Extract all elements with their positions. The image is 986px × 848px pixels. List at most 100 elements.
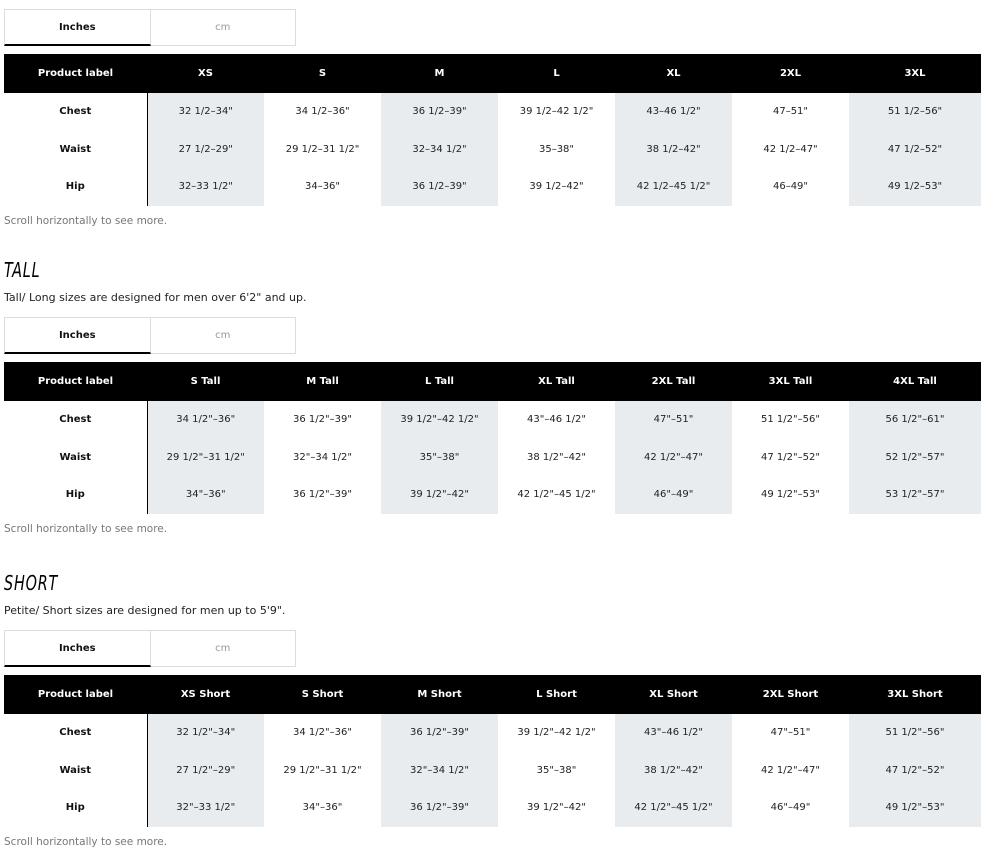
- measurement-cell: 43"–46 1/2": [527, 414, 586, 426]
- row-label: Waist: [4, 751, 148, 789]
- measurement-cell: 36 1/2"–39": [293, 489, 352, 501]
- header-size: 2XL: [732, 54, 849, 93]
- measurement-cell: 38 1/2–42": [615, 130, 732, 168]
- section-description: Tall/ Long sizes are designed for men ov…: [4, 291, 307, 304]
- measurement-cell: 56 1/2"–61": [849, 401, 981, 439]
- tab-cm[interactable]: cm: [150, 630, 296, 667]
- table-row: Hip 32–33 1/2" 34–36" 36 1/2–39" 39 1/2–42" 4…: [4, 168, 981, 206]
- table-row: Waist 27 1/2–29" 29 1/2–31 1/2" 32–34 1/2" 3…: [4, 130, 981, 168]
- header-size: XL Short: [615, 675, 732, 714]
- header-row: Product label XS S M L XL 2XL 3XL: [4, 54, 981, 93]
- measurement-cell: 38 1/2"–42": [615, 751, 732, 789]
- row-label: Waist: [4, 438, 148, 476]
- header-size: XL: [615, 54, 732, 93]
- row-label: Hip: [4, 168, 148, 206]
- measurement-cell: 46–49": [772, 181, 809, 193]
- scroll-note: Scroll horizontally to see more.: [4, 214, 168, 227]
- header-size: 2XL Short: [732, 675, 849, 714]
- table-row: Chest 34 1/2"–36" 36 1/2"–39" 39 1/2"–42 1/…: [4, 401, 981, 439]
- header-size: XS Short: [147, 675, 264, 714]
- measurement-cell: 36 1/2"–39": [381, 714, 498, 752]
- measurement-cell: 47"–51": [615, 401, 732, 439]
- measurement-cell: 32 1/2–34": [147, 93, 264, 131]
- measurement-cell: 49 1/2–53": [849, 168, 981, 206]
- measurement-cell: 36 1/2–39": [381, 93, 498, 131]
- measurement-cell: 47 1/2"–52": [849, 751, 981, 789]
- measurement-cell: 32 1/2"–34": [147, 714, 264, 752]
- measurement-cell: 39 1/2"–42 1/2": [381, 401, 498, 439]
- measurement-cell: 34–36": [304, 181, 341, 193]
- tab-inches[interactable]: Inches: [4, 9, 151, 46]
- header-row: Product label XS Short S Short M Short L Sho…: [4, 675, 981, 714]
- size-table: Product label S Tall M Tall L Tall XL Tall 2X…: [4, 362, 981, 514]
- header-size: L: [498, 54, 615, 93]
- measurement-cell: 35–38": [538, 143, 575, 155]
- tab-cm[interactable]: cm: [150, 317, 296, 354]
- measurement-cell: 42 1/2–45 1/2": [615, 168, 732, 206]
- tab-cm[interactable]: cm: [150, 9, 296, 46]
- measurement-cell: 52 1/2"–57": [849, 438, 981, 476]
- header-size: M Tall: [264, 362, 381, 401]
- scroll-note: Scroll horizontally to see more.: [4, 835, 168, 848]
- measurement-cell: 47 1/2"–52": [761, 451, 820, 463]
- measurement-cell: 35"–38": [381, 438, 498, 476]
- measurement-cell: 46"–49": [615, 476, 732, 514]
- measurement-cell: 32"–34 1/2": [381, 751, 498, 789]
- header-size: M: [381, 54, 498, 93]
- measurement-cell: 39 1/2–42 1/2": [519, 106, 594, 118]
- measurement-cell: 29 1/2"–31 1/2": [147, 438, 264, 476]
- row-label: Chest: [4, 401, 148, 439]
- measurement-cell: 38 1/2"–42": [527, 451, 586, 463]
- measurement-cell: 32–34 1/2": [381, 130, 498, 168]
- header-product-label: Product label: [4, 675, 147, 714]
- header-size: XL Tall: [498, 362, 615, 401]
- unit-tabs: Inches cm: [4, 317, 296, 354]
- header-size: S Tall: [147, 362, 264, 401]
- measurement-cell: 49 1/2"–53": [761, 489, 820, 501]
- measurement-cell: 49 1/2"–53": [849, 789, 981, 827]
- row-label: Chest: [4, 93, 148, 131]
- measurement-cell: 39 1/2"–42": [527, 802, 586, 814]
- measurement-cell: 42 1/2"–45 1/2": [517, 489, 596, 501]
- table-row: Chest 32 1/2"–34" 34 1/2"–36" 36 1/2"–39" 39…: [4, 714, 981, 752]
- header-size: L Tall: [381, 362, 498, 401]
- section-title: TALL: [4, 258, 41, 282]
- measurement-cell: 36 1/2"–39": [293, 414, 352, 426]
- measurement-cell: 42 1/2–47": [763, 143, 818, 155]
- measurement-cell: 42 1/2"–47": [761, 764, 820, 776]
- table-row: Waist 27 1/2"–29" 29 1/2"–31 1/2" 32"–34 1/…: [4, 751, 981, 789]
- measurement-cell: 51 1/2–56": [849, 93, 981, 131]
- measurement-cell: 32"–34 1/2": [293, 451, 352, 463]
- header-product-label: Product label: [4, 54, 147, 93]
- unit-tabs: Inches cm: [4, 630, 296, 667]
- measurement-cell: 47"–51": [770, 727, 811, 739]
- tab-inches[interactable]: Inches: [4, 317, 151, 354]
- size-table: Product label XS S M L XL 2XL 3XL Chest 32 1/2–34…: [4, 54, 981, 206]
- tab-inches[interactable]: Inches: [4, 630, 151, 667]
- row-label: Hip: [4, 476, 148, 514]
- measurement-cell: 35"–38": [536, 764, 577, 776]
- measurement-cell: 34"–36": [302, 802, 343, 814]
- measurement-cell: 47–51": [772, 106, 809, 118]
- size-table: Product label XS Short S Short M Short L Sho…: [4, 675, 981, 827]
- header-size: M Short: [381, 675, 498, 714]
- measurement-cell: 29 1/2–31 1/2": [285, 143, 360, 155]
- header-row: Product label S Tall M Tall L Tall XL Tall 2X…: [4, 362, 981, 401]
- scroll-note: Scroll horizontally to see more.: [4, 522, 168, 535]
- measurement-cell: 46"–49": [770, 802, 811, 814]
- section-description: Petite/ Short sizes are designed for men…: [4, 604, 286, 617]
- measurement-cell: 39 1/2"–42": [381, 476, 498, 514]
- size-section: SHORT Petite/ Short sizes are designed fo…: [4, 571, 981, 848]
- row-label: Chest: [4, 714, 148, 752]
- measurement-cell: 39 1/2–42": [529, 181, 584, 193]
- measurement-cell: 51 1/2"–56": [849, 714, 981, 752]
- size-section: Inches cm Product label XS S M L XL 2XL 3XL Chest 3…: [4, 9, 981, 227]
- header-size: S: [264, 54, 381, 93]
- measurement-cell: 43–46 1/2": [615, 93, 732, 131]
- header-product-label: Product label: [4, 362, 147, 401]
- header-size: 4XL Tall: [849, 362, 981, 401]
- measurement-cell: 39 1/2"–42 1/2": [517, 727, 596, 739]
- table-row: Hip 32"–33 1/2" 34"–36" 36 1/2"–39" 39 1/2"–…: [4, 789, 981, 827]
- measurement-cell: 34"–36": [147, 476, 264, 514]
- measurement-cell: 34 1/2–36": [295, 106, 350, 118]
